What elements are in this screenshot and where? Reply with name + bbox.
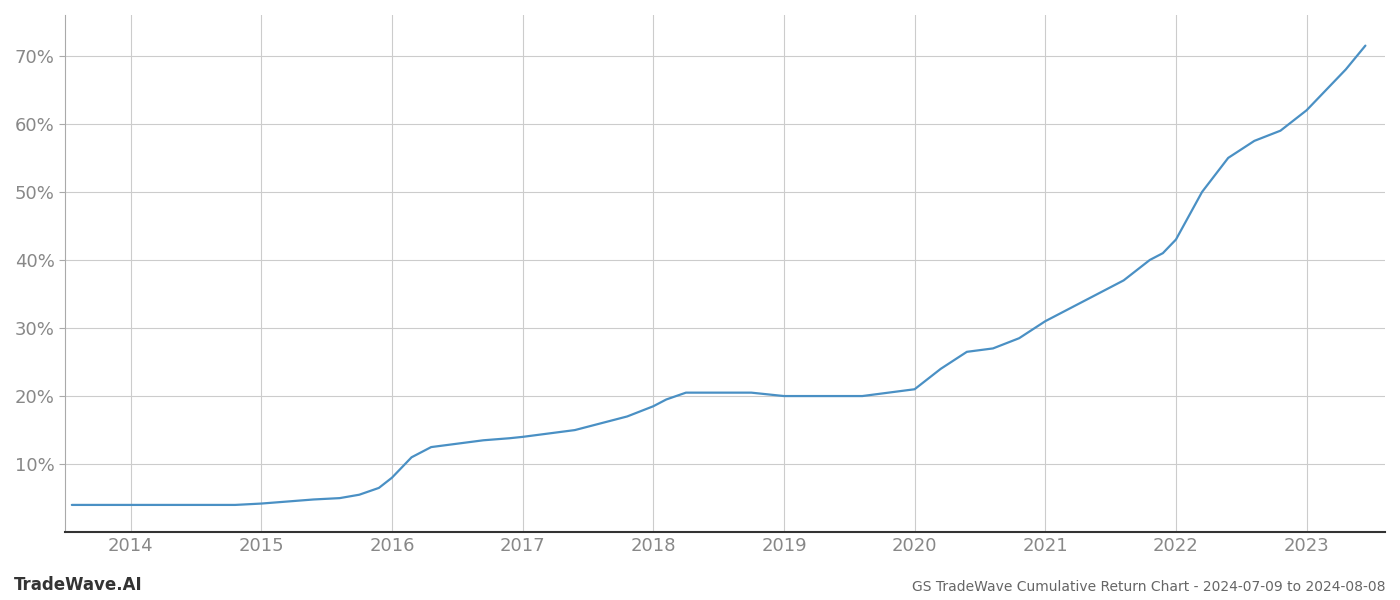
Text: GS TradeWave Cumulative Return Chart - 2024-07-09 to 2024-08-08: GS TradeWave Cumulative Return Chart - 2… [913,580,1386,594]
Text: TradeWave.AI: TradeWave.AI [14,576,143,594]
